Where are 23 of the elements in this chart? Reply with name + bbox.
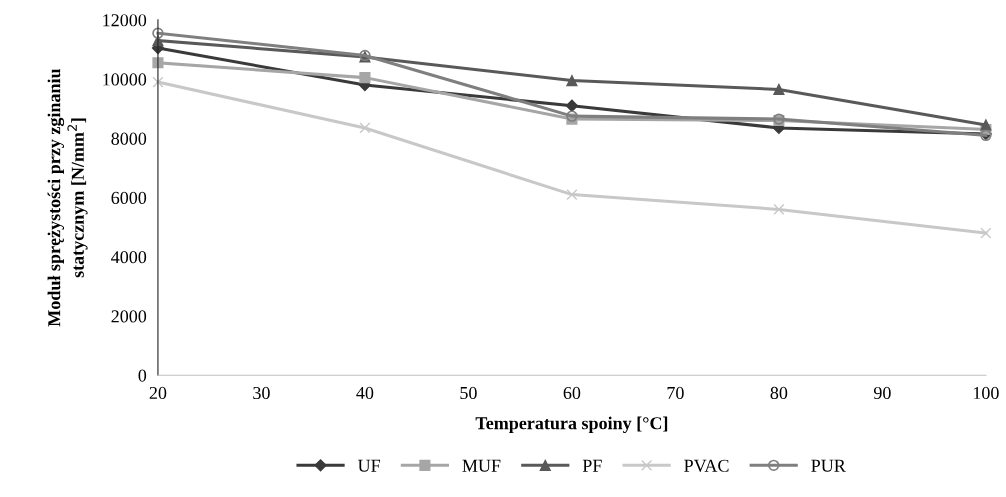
x-tick-label: 40 bbox=[356, 386, 374, 400]
x-tick-label: 20 bbox=[149, 386, 167, 400]
y-tick-label: 12000 bbox=[103, 14, 147, 27]
y-tick-label: 0 bbox=[138, 369, 147, 382]
legend-label: PUR bbox=[811, 459, 846, 472]
x-tick-label: 80 bbox=[770, 386, 788, 400]
x-tick-label: 30 bbox=[253, 386, 270, 400]
x-tick-label: 70 bbox=[667, 386, 684, 400]
x-tick-label: 100 bbox=[973, 386, 999, 400]
x-tick-label: 60 bbox=[563, 386, 581, 400]
legend-label: PVAC bbox=[684, 459, 729, 472]
y-tick-label: 10000 bbox=[103, 73, 147, 86]
y-tick-label: 8000 bbox=[111, 132, 147, 145]
y-tick-label: 4000 bbox=[111, 251, 147, 264]
x-axis-title: Temperatura spoiny [°C] bbox=[475, 416, 668, 434]
legend-label: MUF bbox=[462, 459, 501, 472]
x-tick-label: 50 bbox=[460, 386, 477, 400]
y-tick-label: 2000 bbox=[111, 310, 147, 323]
legend-label: PF bbox=[582, 459, 602, 472]
x-tick-label: 90 bbox=[873, 386, 891, 400]
legend-label: UF bbox=[357, 459, 380, 472]
y-tick-label: 6000 bbox=[111, 191, 147, 204]
y-axis-title: Moduł sprężystości przy zginaniu statycznym [N/mm$^{2}$] bbox=[47, 68, 88, 327]
